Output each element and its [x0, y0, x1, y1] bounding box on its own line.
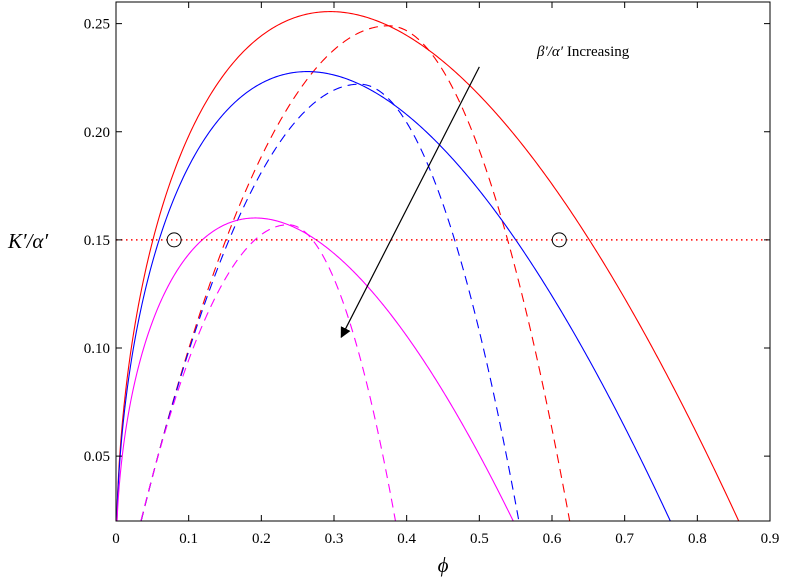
- x-tick-label: 0.6: [543, 531, 562, 547]
- y-tick-label: 0.20: [84, 125, 110, 141]
- x-axis-ticks: 0 0.1 0.2 0.3 0.4 0.5 0.6 0.7 0.8 0.9: [112, 2, 779, 547]
- x-tick-label: 0.1: [179, 531, 198, 547]
- marker-group: [166, 232, 567, 248]
- x-tick-label: 0.9: [761, 531, 780, 547]
- marker-circle-2: [551, 232, 567, 248]
- x-tick-label: 0.7: [615, 531, 634, 547]
- series-line-6: [140, 224, 397, 521]
- x-tick-label: 0.4: [397, 531, 416, 547]
- y-axis-ticks: 0.05 0.10 0.15 0.20 0.25: [84, 17, 770, 465]
- series-line-2: [140, 25, 571, 521]
- x-tick-label: 0.8: [688, 531, 707, 547]
- marker-circle-1: [166, 232, 182, 248]
- annotation-arrow: [340, 66, 480, 339]
- plot-area: [116, 2, 770, 521]
- series-group: [116, 11, 740, 521]
- plot-frame: [115, 1, 771, 522]
- y-tick-label: 0.15: [84, 233, 110, 249]
- annotation-text: β′/α′ Increasing: [536, 44, 630, 60]
- y-tick-label: 0.05: [84, 449, 110, 465]
- y-axis-label: K′/α′: [7, 229, 48, 253]
- x-tick-label: 0.3: [325, 531, 344, 547]
- series-line-5: [116, 217, 514, 521]
- annotation-word: Increasing: [563, 44, 630, 60]
- series-line-4: [140, 83, 520, 521]
- x-tick-label: 0.2: [252, 531, 271, 547]
- x-tick-label: 0.5: [470, 531, 489, 547]
- annotation-ratio: β′/α′: [536, 44, 564, 60]
- x-tick-label: 0: [112, 531, 120, 547]
- y-tick-label: 0.10: [84, 341, 110, 357]
- x-axis-label: ϕ: [438, 553, 449, 577]
- y-tick-label: 0.25: [84, 17, 110, 33]
- series-line-1: [116, 11, 740, 521]
- series-line-3: [116, 71, 671, 521]
